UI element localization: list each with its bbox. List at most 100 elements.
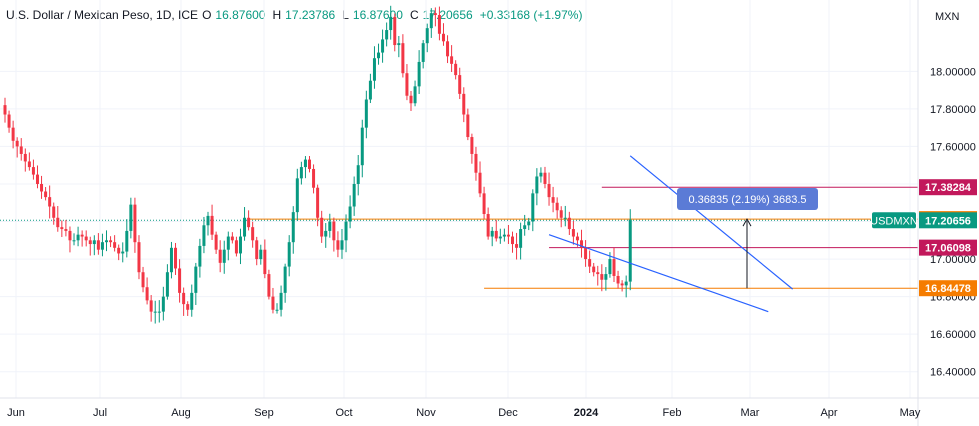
candle-body (563, 217, 567, 219)
candle-body (498, 236, 502, 239)
candle-body (15, 140, 19, 147)
current-price-value: 17.20656 (925, 215, 971, 227)
candle-body (198, 245, 202, 267)
candle-body (251, 227, 255, 241)
candle-body (324, 230, 328, 237)
candle-body (429, 13, 433, 29)
candle-body (470, 137, 474, 154)
candle-body (401, 43, 405, 74)
candle-body (271, 296, 275, 310)
candle-body (11, 127, 15, 141)
x-tick-label: Sep (254, 407, 274, 419)
candle-body (283, 266, 287, 293)
candle-body (105, 240, 108, 243)
x-tick-label: Dec (498, 407, 518, 419)
candle-body (210, 215, 214, 235)
trendline (548, 234, 769, 313)
candle-body (490, 230, 494, 237)
candle-body (535, 176, 539, 194)
candle-body (153, 311, 157, 313)
candle-body (616, 275, 620, 284)
price-tag (919, 280, 977, 297)
candle-body (145, 287, 149, 301)
candle-body (612, 259, 616, 276)
candle-body (433, 13, 437, 16)
candle-body (84, 236, 88, 241)
price-axis[interactable]: 16.4000016.6000016.8000017.0000017.20000… (870, 0, 977, 426)
candle-body (381, 39, 385, 53)
open-value: 16.87600 (215, 8, 266, 22)
y-tick-label: 16.40000 (930, 367, 976, 379)
candle-body (169, 247, 173, 273)
candle-body (88, 240, 92, 245)
candle-body (425, 28, 429, 44)
candle-body (48, 197, 52, 207)
candle-body (222, 249, 226, 263)
candle-body (52, 206, 56, 218)
candle-body (129, 204, 133, 231)
candle-body (486, 214, 490, 237)
candle-body (214, 234, 218, 250)
candle-body (64, 229, 68, 231)
candle-body (441, 33, 445, 42)
candle-body (409, 95, 413, 104)
price-range-measure: 0.36835 (2.19%) 3683.5 (677, 188, 818, 289)
candle-body (291, 212, 295, 243)
candle-body (238, 236, 242, 254)
price-tag (919, 239, 977, 256)
candle-body (405, 73, 409, 96)
low-key: L (342, 8, 349, 22)
candle-body (385, 30, 389, 40)
candle-body (68, 230, 72, 241)
close-key: C (409, 8, 419, 22)
horizontal-levels (0, 186, 918, 289)
candle-body (320, 217, 324, 237)
candle-body (23, 153, 27, 162)
candle-body (263, 249, 267, 275)
candle-body (506, 234, 510, 237)
candle-body (247, 217, 251, 228)
candle-body (295, 178, 299, 213)
candle-body (547, 183, 551, 198)
candle-body (356, 165, 360, 184)
candle-body (157, 311, 161, 313)
candle-body (628, 219, 632, 282)
candle-body (328, 221, 332, 231)
candle-body (462, 93, 466, 115)
candle-body (332, 221, 336, 241)
chart-header: U.S. Dollar / Mexican Peso, 1D, ICE O 16.… (6, 8, 585, 22)
candle-body (523, 225, 527, 230)
candle-body (186, 304, 190, 310)
candle-body (571, 229, 575, 237)
candle-body (190, 292, 194, 310)
candle-body (608, 259, 612, 275)
time-axis[interactable]: Jun Jul Aug Sep Oct Nov Dec 2024 Feb Mar Apr May (0, 397, 979, 419)
x-tick-label: Nov (416, 407, 436, 419)
candle-body (348, 206, 352, 222)
candle-body (531, 193, 535, 222)
candle-body (454, 63, 458, 76)
candle-body (149, 300, 153, 312)
y-tick-label: 18.00000 (930, 66, 976, 78)
candle-body (194, 266, 198, 293)
candle-body (230, 236, 234, 241)
candle-body (267, 274, 271, 297)
x-tick-label: Jun (7, 407, 25, 419)
currency-label: MXN (935, 11, 960, 23)
candle-body (202, 225, 206, 246)
candle-body (458, 75, 462, 94)
candle-body (117, 247, 121, 254)
candle-body (515, 244, 519, 248)
candle-body (360, 127, 364, 166)
y-tick-label: 16.60000 (930, 329, 976, 341)
open-key: O (202, 8, 212, 22)
candle-body (336, 240, 340, 250)
candle-body (234, 240, 238, 254)
candle-body (31, 167, 35, 175)
candle-body (137, 242, 141, 273)
x-tick-label: Feb (663, 407, 682, 419)
candle-body (478, 172, 482, 194)
x-tick-label: Oct (335, 407, 352, 419)
candle-body (3, 105, 7, 115)
